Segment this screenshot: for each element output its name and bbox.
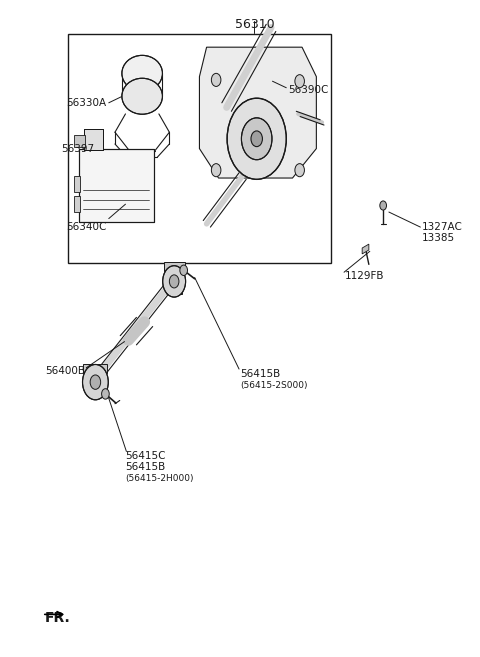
Text: 56415C: 56415C bbox=[125, 451, 166, 461]
Text: 1129FB: 1129FB bbox=[345, 271, 384, 281]
Text: 56330A: 56330A bbox=[66, 98, 107, 108]
Bar bbox=[74, 135, 85, 147]
Bar bbox=[84, 129, 103, 150]
Polygon shape bbox=[362, 244, 369, 254]
Circle shape bbox=[211, 164, 221, 177]
Bar bbox=[165, 286, 182, 294]
Bar bbox=[84, 129, 103, 150]
Bar bbox=[79, 148, 154, 222]
Bar bbox=[74, 176, 80, 193]
Circle shape bbox=[83, 365, 108, 400]
Bar bbox=[79, 148, 154, 222]
Ellipse shape bbox=[122, 55, 162, 91]
Circle shape bbox=[380, 201, 386, 210]
Circle shape bbox=[295, 75, 304, 88]
Text: 56400B: 56400B bbox=[45, 366, 85, 376]
Circle shape bbox=[163, 265, 186, 297]
Text: 56415B: 56415B bbox=[125, 462, 166, 472]
Text: (56415-2S000): (56415-2S000) bbox=[240, 381, 308, 390]
Circle shape bbox=[251, 131, 263, 147]
Circle shape bbox=[227, 98, 286, 179]
Text: 56397: 56397 bbox=[61, 144, 95, 154]
Text: 56415B: 56415B bbox=[240, 369, 280, 379]
Circle shape bbox=[90, 375, 101, 390]
Circle shape bbox=[102, 389, 109, 399]
Text: 56340C: 56340C bbox=[66, 222, 107, 232]
Ellipse shape bbox=[122, 78, 162, 114]
Bar bbox=[164, 262, 185, 271]
Bar bbox=[84, 364, 108, 373]
Circle shape bbox=[169, 275, 179, 288]
Text: 56310: 56310 bbox=[235, 18, 274, 31]
Text: 56390C: 56390C bbox=[288, 85, 328, 95]
Bar bbox=[86, 385, 104, 394]
Circle shape bbox=[295, 164, 304, 177]
Text: FR.: FR. bbox=[44, 610, 70, 625]
Text: 1327AC: 1327AC bbox=[421, 222, 462, 232]
Bar bbox=[74, 196, 80, 212]
Bar bbox=[68, 34, 331, 263]
Polygon shape bbox=[199, 47, 316, 178]
Circle shape bbox=[211, 74, 221, 87]
Text: 13385: 13385 bbox=[421, 233, 455, 243]
Text: (56415-2H000): (56415-2H000) bbox=[125, 474, 194, 483]
Circle shape bbox=[180, 265, 188, 275]
Circle shape bbox=[241, 118, 272, 160]
